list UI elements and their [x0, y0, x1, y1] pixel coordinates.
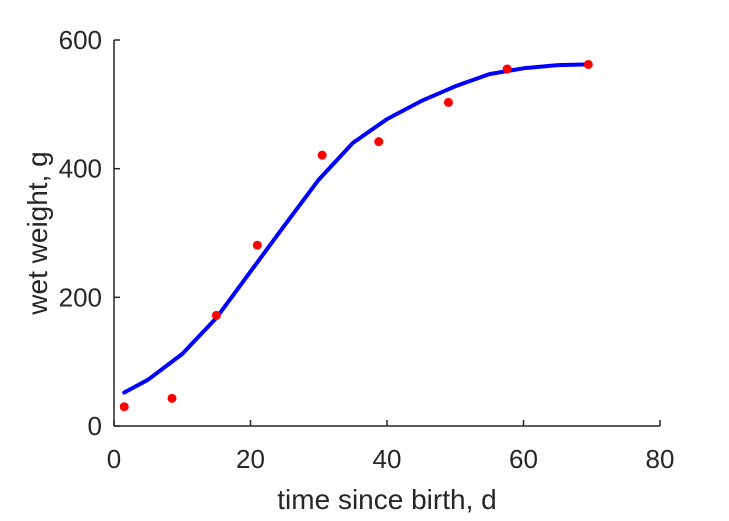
x-tick-label: 20 — [236, 444, 265, 474]
x-tick-label: 40 — [373, 444, 402, 474]
data-point — [374, 137, 384, 147]
x-tick-label: 80 — [646, 444, 675, 474]
y-tick-label: 400 — [59, 154, 102, 184]
data-point — [252, 240, 262, 250]
data-point — [119, 402, 129, 412]
y-tick-label: 0 — [88, 411, 102, 441]
y-axis-label: wet weight, g — [22, 151, 53, 315]
data-point — [502, 64, 512, 74]
x-tick-label: 0 — [107, 444, 121, 474]
data-point — [317, 150, 327, 160]
data-point — [167, 393, 177, 403]
data-point — [583, 59, 593, 69]
x-tick-label: 60 — [509, 444, 538, 474]
x-axis-label: time since birth, d — [277, 484, 496, 515]
y-tick-label: 600 — [59, 25, 102, 55]
data-point — [211, 310, 221, 320]
data-point — [443, 97, 453, 107]
y-tick-label: 200 — [59, 282, 102, 312]
fit-line — [122, 62, 591, 395]
